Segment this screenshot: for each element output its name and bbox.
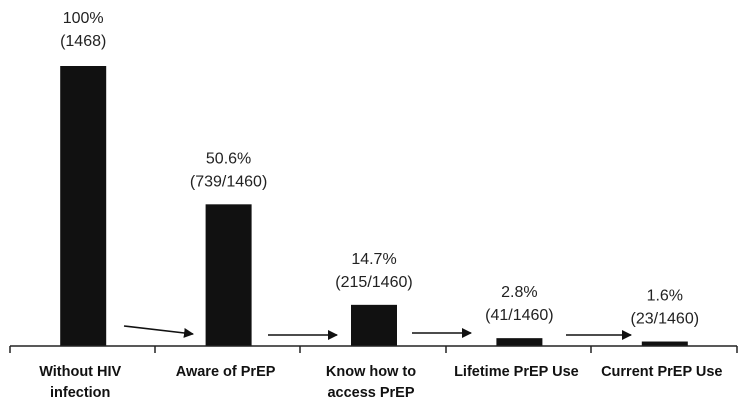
category-label: Without HIV [39, 364, 121, 380]
bar-count-label: (23/1460) [631, 311, 700, 328]
bar-percent-label: 100% [63, 10, 104, 27]
category-label: infection [50, 385, 110, 401]
bar-count-label: (739/1460) [190, 173, 267, 190]
bar [351, 304, 397, 346]
bar [641, 341, 688, 346]
category-label: Current PrEP Use [601, 364, 722, 380]
category-label: Lifetime PrEP Use [454, 364, 579, 380]
bar-percent-label: 14.7% [351, 251, 396, 268]
bar-percent-label: 2.8% [501, 284, 537, 301]
category-label: Know how to [326, 364, 416, 380]
bar [205, 204, 252, 346]
bar-percent-label: 50.6% [206, 150, 251, 167]
bar-count-label: (215/1460) [335, 274, 412, 291]
category-label: Aware of PrEP [176, 364, 276, 380]
bar-percent-label: 1.6% [647, 288, 683, 305]
flow-arrow [123, 325, 194, 338]
bar-count-label: (41/1460) [485, 307, 554, 324]
category-label: access PrEP [327, 385, 414, 401]
bar [60, 66, 107, 346]
bar [496, 338, 543, 346]
bar-count-label: (1468) [60, 33, 106, 50]
